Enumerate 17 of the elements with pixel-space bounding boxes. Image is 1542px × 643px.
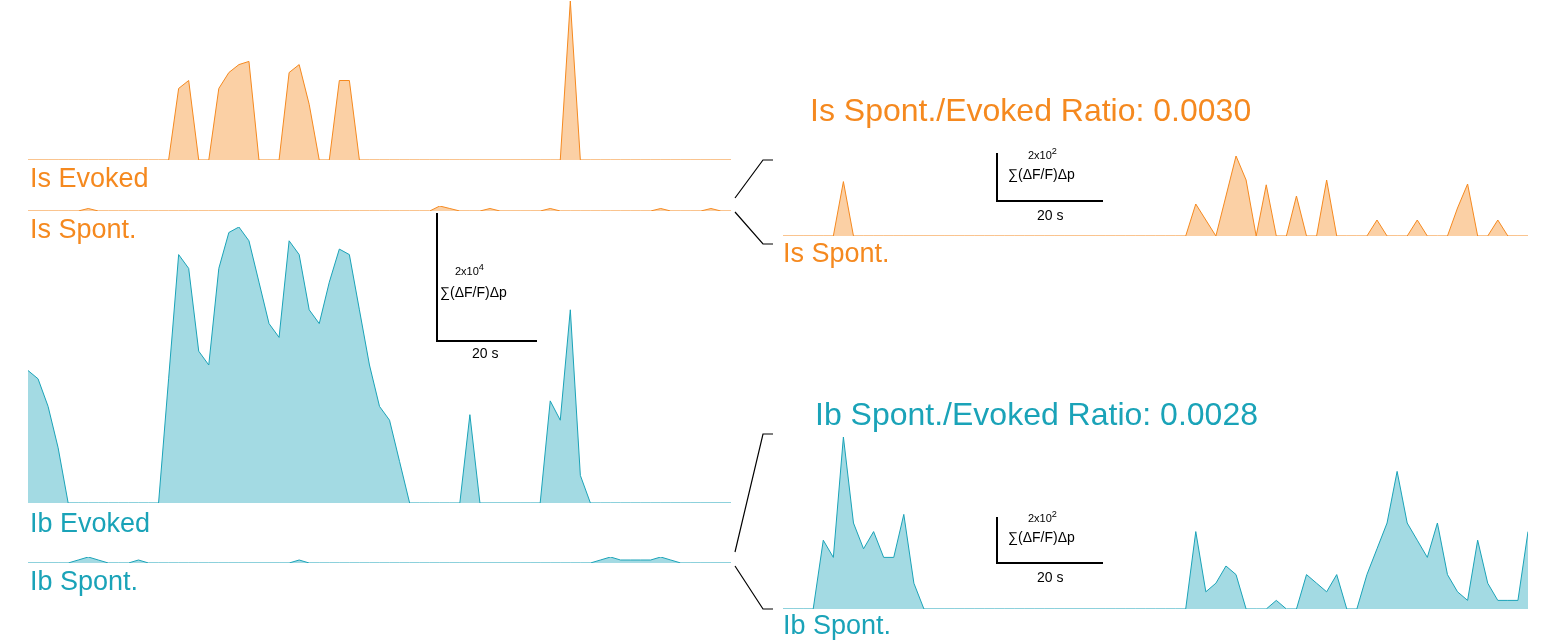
annotation: 2x10$^{2}$ bbox=[1028, 509, 1057, 524]
series-label: Is Evoked bbox=[30, 163, 149, 194]
annotation: 20 s bbox=[1037, 207, 1064, 223]
annotation: ∑(ΔF/F)Δp bbox=[1008, 529, 1075, 545]
series-label: Is Spont. bbox=[783, 238, 890, 269]
annotation: ∑(ΔF/F)Δp bbox=[440, 284, 507, 300]
series-label: Is Spont. bbox=[30, 214, 137, 245]
annotation: 2x10$^{2}$ bbox=[1028, 146, 1057, 161]
annotation: 20 s bbox=[1037, 569, 1064, 585]
series-label: Ib Spont. bbox=[30, 566, 139, 597]
annotation: ∑(ΔF/F)Δp bbox=[1008, 166, 1075, 182]
series-label: Ib Evoked bbox=[30, 508, 151, 539]
annotation: 2x10$^{4}$ bbox=[455, 262, 484, 277]
series-label: Ib Spont. bbox=[783, 610, 892, 641]
chart-title: Is Spont./Evoked Ratio: 0.0030 bbox=[810, 92, 1252, 129]
annotation: 20 s bbox=[472, 345, 499, 361]
chart-title: Ib Spont./Evoked Ratio: 0.0028 bbox=[815, 396, 1258, 433]
